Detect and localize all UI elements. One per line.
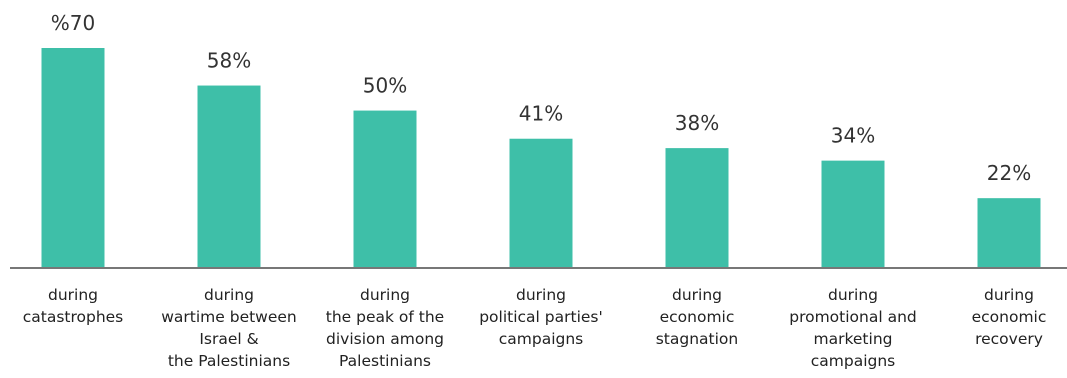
data-label: 50% [363,74,407,98]
data-label: 58% [207,49,251,73]
data-label: 34% [831,124,875,148]
bar [353,110,417,267]
bar [41,48,105,267]
bar [977,198,1041,267]
x-tick-label: during political parties' campaigns [479,286,603,348]
x-tick-label: during catastrophes [23,286,124,326]
data-label: %70 [51,11,95,35]
bar [665,148,729,267]
x-tick-label: during the peak of the division among Pales… [326,286,444,370]
x-tick-label: during wartime between Israel & the Palesti… [161,286,297,370]
bar [509,138,573,267]
data-label: 41% [519,102,563,126]
bar [821,160,885,267]
x-tick-label: during economic stagnation [656,286,739,348]
data-label: 38% [675,111,719,135]
x-tick-label: during promotional and marketing campaigns [789,286,917,370]
bar [197,85,261,268]
x-tick-label: during economic recovery [972,286,1047,348]
data-label: 22% [987,161,1031,185]
